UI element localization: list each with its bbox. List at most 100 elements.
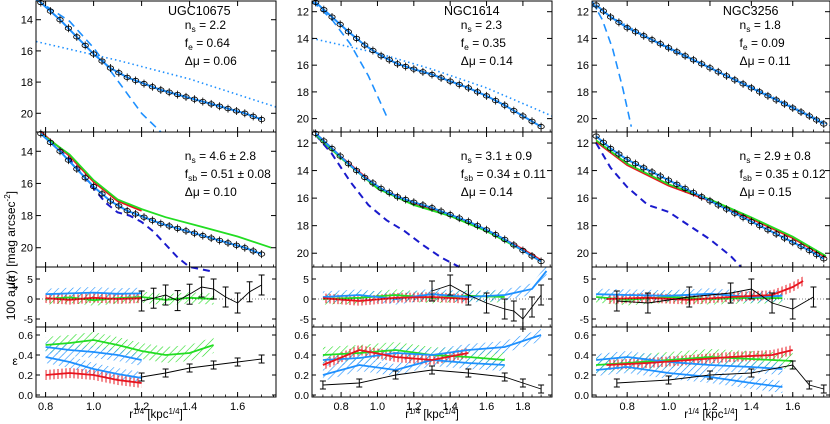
a4-data-errorbar-5 [198, 276, 205, 298]
stat-key: n [740, 18, 747, 32]
stat-key: n [461, 149, 468, 163]
a4-data-line [616, 288, 814, 310]
y-tick-label: -5 [580, 314, 589, 326]
x-label-end: ] [180, 409, 183, 421]
stat-value: = 0.51 ± 0.08 [197, 167, 271, 181]
x-label-end: ] [735, 409, 738, 421]
ellipticity-panel: 0.8 1.0 1.2 1.4 1.6 0.0 0.2 0.4 0.6 [574, 326, 830, 413]
stat-key: Δμ [740, 185, 755, 199]
stat-value: = 0.35 [469, 36, 506, 50]
mid-stat-2: Δμ = 0.10 [185, 185, 237, 199]
galaxy-name: UGC10675 [168, 4, 231, 18]
eps-data-errorbar-4 [789, 360, 796, 370]
mid-stat-2: Δμ = 0.14 [461, 185, 513, 199]
y-tick-label: 20 [21, 108, 33, 120]
x-tick-label: 1.0 [86, 401, 101, 413]
y-tick-label: 0.2 [574, 370, 589, 382]
x-tick-label: 1.4 [443, 401, 458, 413]
y-tick-label: 0.6 [18, 330, 33, 342]
eps-red-line [45, 372, 142, 384]
x-tick-label: 1.2 [134, 401, 149, 413]
x-tick-label: 1.2 [406, 401, 421, 413]
a4-panel: -5 0 5 [24, 266, 277, 328]
top-stat-2: Δμ = 0.11 [740, 54, 791, 68]
a4-data-errorbar-7 [222, 286, 229, 308]
stat-key: n [740, 149, 747, 163]
eps-blue2-line [322, 359, 505, 376]
y-axis-label-mu: μ(r) [mag arcsec-2] [3, 191, 18, 289]
stat-key: Δμ [185, 54, 200, 68]
x-axis-label: r1/4 [kpc1/4] [405, 407, 459, 421]
stat-value: = 0.64 [193, 36, 230, 50]
a4-data-errorbar-6 [789, 298, 796, 320]
a4-data-errorbar-0 [613, 290, 620, 312]
stat-key: f [740, 167, 744, 181]
mid-stat-1: fsb = 0.34 ± 0.11 [461, 167, 546, 183]
stat-key: Δμ [185, 185, 200, 199]
top-stat-0: ns = 1.8 [740, 18, 782, 34]
ellipticity-panel-frame [35, 326, 277, 398]
a4-data-errorbar-2 [162, 284, 169, 306]
x-axis-label: r1/4 [kpc1/4] [129, 407, 183, 421]
eps-green-line [596, 356, 793, 366]
a4-data-errorbar-4 [186, 283, 193, 305]
stat-value: = 0.11 [754, 54, 790, 68]
y-tick-label: -5 [300, 314, 309, 326]
y-tick-label: 0 [27, 294, 33, 306]
x-tick-label: 1.2 [702, 401, 717, 413]
a4-data-errorbar-10 [258, 274, 265, 296]
stat-sub: s [191, 24, 195, 34]
x-tick-label: 1.6 [785, 401, 800, 413]
eps-data-errorbar-0 [138, 372, 145, 382]
a4-data-errorbar-3 [174, 290, 181, 312]
x-tick-label: 0.8 [620, 401, 635, 413]
stat-key: n [185, 18, 192, 32]
bulge-model-navy-line [314, 134, 460, 268]
a4-data-errorbar-9 [246, 281, 253, 303]
top-stat-2: Δμ = 0.14 [461, 54, 513, 68]
y-tick-label: 14 [297, 166, 309, 178]
y-tick-label: 14 [577, 166, 589, 178]
a4-data-errorbar-7 [810, 286, 817, 308]
x-label-sup2: 1/4 [444, 407, 456, 416]
a4-blue-line [45, 291, 142, 296]
y-tick-label: 18 [577, 87, 589, 99]
a4-panel: -5 0 5 [580, 266, 830, 328]
profile-panel-mid: 12 14 16 18 20 ns = 3.1 ± 0.9 fsb = 0.34 ± 0.1… [297, 129, 553, 268]
eps-data-errorbar-3 [429, 365, 435, 375]
y-tick-label: 5 [303, 274, 309, 286]
top-stat-0: ns = 2.3 [461, 18, 503, 34]
eps-blue-line [322, 334, 542, 361]
stat-sub: s [191, 155, 195, 165]
stat-value: = 0.14 [476, 185, 513, 199]
eps-blue2-line [596, 356, 783, 370]
stat-sub: s [746, 155, 750, 165]
a4-data-errorbar-5 [769, 292, 776, 314]
stat-sub: e [188, 42, 193, 52]
x-tick-label: 1.0 [661, 401, 676, 413]
mid-stat-0: ns = 3.1 ± 0.9 [461, 149, 533, 165]
y-tick-label: 0 [583, 294, 589, 306]
y-tick-label: 18 [297, 87, 309, 99]
stat-value: = 0.14 [476, 54, 513, 68]
x-axis-label: r1/4 [kpc1/4] [684, 407, 738, 421]
y-tick-label: 18 [21, 77, 33, 89]
disk-component-line [35, 40, 277, 108]
y-axis-label-eps: ε [12, 354, 18, 368]
y-tick-label: 16 [21, 46, 33, 58]
y-tick-label: 0.0 [294, 390, 309, 402]
stat-value: = 1.8 [750, 18, 781, 32]
y-tick-label: 5 [27, 274, 33, 286]
galaxy-name: NGC3256 [723, 4, 779, 18]
profile-panel-mid: 14 16 18 20 ns = 4.6 ± 2.8 fsb = 0.51 ± 0.08 Δ… [21, 129, 277, 273]
bulge-model-navy-line [595, 142, 742, 268]
stat-sub: e [464, 42, 469, 52]
mid-stat-1: fsb = 0.51 ± 0.08 [185, 167, 271, 183]
y-tick-label: 16 [297, 193, 309, 205]
stat-value: = 0.10 [200, 185, 237, 199]
stat-sub: s [746, 24, 750, 34]
